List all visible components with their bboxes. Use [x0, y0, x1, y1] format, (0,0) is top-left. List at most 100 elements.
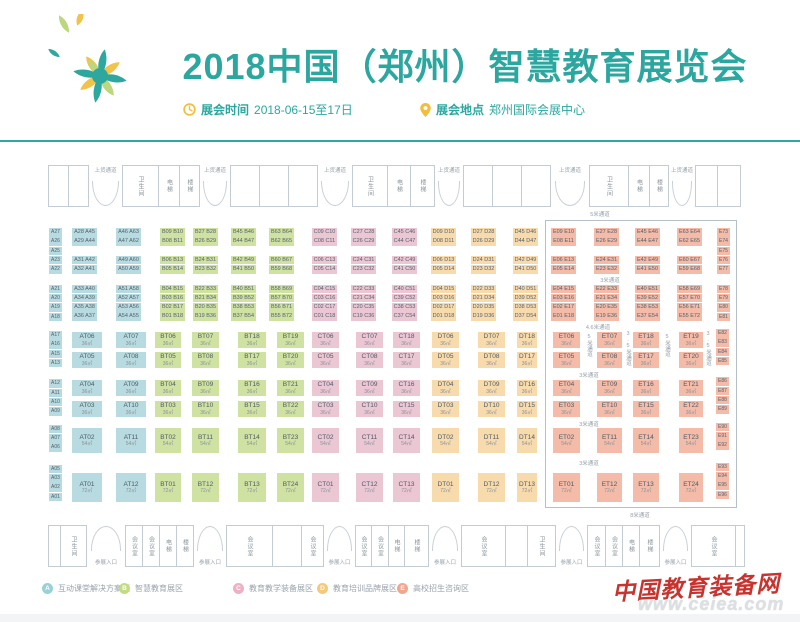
- booth: E89: [716, 405, 729, 414]
- booth: AT09 36㎡: [116, 380, 146, 396]
- booth-pair: E38 E53: [635, 303, 660, 312]
- booth-number: DT15: [519, 402, 535, 410]
- booth-number: CT03: [317, 402, 334, 410]
- booth-number: AT06: [79, 333, 95, 341]
- booth-pair: A52 A57: [116, 293, 141, 303]
- wall-label: 卫生间: [366, 175, 373, 197]
- booth-col-a2: A46 A63 A47 A62 A49 A60 A50 A59 A51 A58 A52 A…: [116, 228, 141, 322]
- wall-cell: [259, 165, 289, 207]
- place-label: 展会地点: [436, 103, 485, 117]
- booth-col-e3: E45 E46 E44 E47 E42 E49 E41 E50 E40 E51 E39 E…: [635, 228, 660, 322]
- booth-size: 36㎡: [364, 388, 375, 395]
- booth: CT14 54㎡: [393, 428, 420, 453]
- booth-pair: D05 D14: [431, 265, 456, 274]
- booth-size: 36㎡: [285, 409, 296, 416]
- wall-cell: 参展入口: [324, 525, 355, 567]
- booth-number: AT05: [79, 353, 95, 361]
- booth-size: 36㎡: [401, 340, 412, 347]
- booth: DT18 36㎡: [517, 332, 537, 348]
- booth: A09: [49, 407, 62, 416]
- booth-pair: E24 E31: [594, 255, 619, 265]
- booth-size: 72㎡: [364, 488, 375, 495]
- booth-number: CT16: [398, 381, 415, 389]
- booth: ET20 36㎡: [679, 352, 703, 368]
- booth-size: 36㎡: [125, 340, 137, 347]
- booth-pair: B40 B51: [231, 284, 256, 294]
- booth: E75: [717, 246, 730, 256]
- booth-pair: E05 E14: [551, 265, 576, 274]
- booth: ET01 72㎡: [553, 473, 580, 502]
- time-label: 展会时间: [201, 103, 250, 117]
- watermark-site-url: www.ceiea.com: [638, 594, 785, 614]
- booth-pair: A51 A58: [116, 284, 141, 294]
- wall-cell: 参展入口: [556, 525, 587, 567]
- place-value: 郑州国际会展中心: [489, 103, 586, 117]
- booth: A18: [49, 312, 62, 322]
- booth-size: 36㎡: [200, 388, 211, 395]
- booth-size: 36㎡: [685, 360, 697, 367]
- wall-label: 上货通道: [94, 168, 117, 174]
- booth-col-dt3: DT18 36㎡ DT17 36㎡ DT16 36㎡ DT15 36㎡ DT14 54㎡ DT13 7…: [517, 332, 537, 502]
- booth-pair: E20 E35: [594, 303, 619, 312]
- corridor-label-3m: 3米通道: [579, 373, 599, 379]
- wall-label: 会议室: [309, 535, 315, 557]
- wall-cell: 电梯: [622, 525, 640, 567]
- booth-pair: C09 C10: [312, 228, 337, 237]
- booth-size: 54㎡: [604, 441, 615, 448]
- booth-pair: E40 E51: [635, 284, 660, 294]
- booth: E83: [716, 338, 729, 347]
- booth-size: 36㎡: [162, 388, 174, 395]
- booth: ET16 36㎡: [633, 380, 659, 396]
- wall-label: 卫生间: [538, 535, 544, 557]
- booth: DT09 36㎡: [478, 380, 505, 396]
- booth-pair: E27 E28: [594, 228, 619, 237]
- booth-size: 36㎡: [125, 388, 137, 395]
- header-divider: [0, 140, 800, 142]
- booth: BT01 72㎡: [155, 473, 181, 502]
- wall-label: 参展入口: [664, 560, 687, 566]
- booth-pair: E60 E67: [677, 255, 702, 265]
- booth-pair: A34 A39: [72, 293, 97, 303]
- booth-pair: D01 D18: [431, 312, 456, 321]
- booth: CT07 36㎡: [356, 332, 383, 348]
- booth: BT09 36㎡: [192, 380, 219, 396]
- booth-size: 36㎡: [521, 409, 533, 416]
- booth-size: 54㎡: [440, 441, 451, 448]
- booth-number: DT05: [437, 353, 454, 361]
- booth-pair: A31 A42: [72, 255, 97, 265]
- wall-cell: [505, 525, 528, 567]
- wall-label: 上货通道: [437, 168, 460, 174]
- booth-pair: B44 B47: [231, 237, 256, 246]
- booth-size: 36㎡: [285, 388, 296, 395]
- strip-a-top: A27 A26 A25 A23 A22 A21 A20 A19 A18: [49, 228, 62, 322]
- booth-pair: B63 B64: [269, 228, 294, 237]
- booth-pair: A29 A44: [72, 237, 97, 246]
- legend-item: D 教育培训品牌展区: [317, 583, 397, 594]
- booth-pair: C26 C29: [351, 237, 376, 246]
- legend-zone-label: 互动课堂解决方案区: [58, 584, 130, 593]
- booth: A22: [49, 265, 62, 274]
- booth-number: CT18: [398, 333, 415, 341]
- booth-number: DT12: [483, 480, 500, 488]
- booth-pair: C20 C35: [351, 303, 376, 312]
- booth: CT05 36㎡: [312, 352, 339, 368]
- booth-pair: D23 D32: [471, 265, 496, 274]
- booth-size: 36㎡: [440, 360, 451, 367]
- booth: DT10 36㎡: [478, 401, 505, 417]
- booth-pair: B22 B33: [193, 284, 218, 294]
- booth: AT06 36㎡: [72, 332, 102, 348]
- wall-label: 电梯: [635, 179, 642, 193]
- corridor-label-5m: 5米通道: [590, 212, 610, 218]
- booth-size: 36㎡: [561, 360, 572, 367]
- legend-item: A 互动课堂解决方案区: [42, 583, 130, 594]
- booth: DT02 54㎡: [432, 428, 459, 453]
- booth: CT09 36㎡: [356, 380, 383, 396]
- booth: A15: [49, 349, 62, 359]
- booth: CT13 72㎡: [393, 473, 420, 502]
- booth-pair: B05 B14: [160, 265, 185, 274]
- booth-col-a1: A28 A45 A29 A44 A31 A42 A32 A41 A33 A40 A34 A…: [72, 228, 97, 322]
- booth: A20: [49, 293, 62, 303]
- booth-pair: D37 D54: [513, 312, 538, 321]
- booth-col-bt4: BT19 36㎡ BT20 36㎡ BT21 36㎡ BT22 36㎡ BT23 54㎡ BT24 7…: [277, 332, 304, 502]
